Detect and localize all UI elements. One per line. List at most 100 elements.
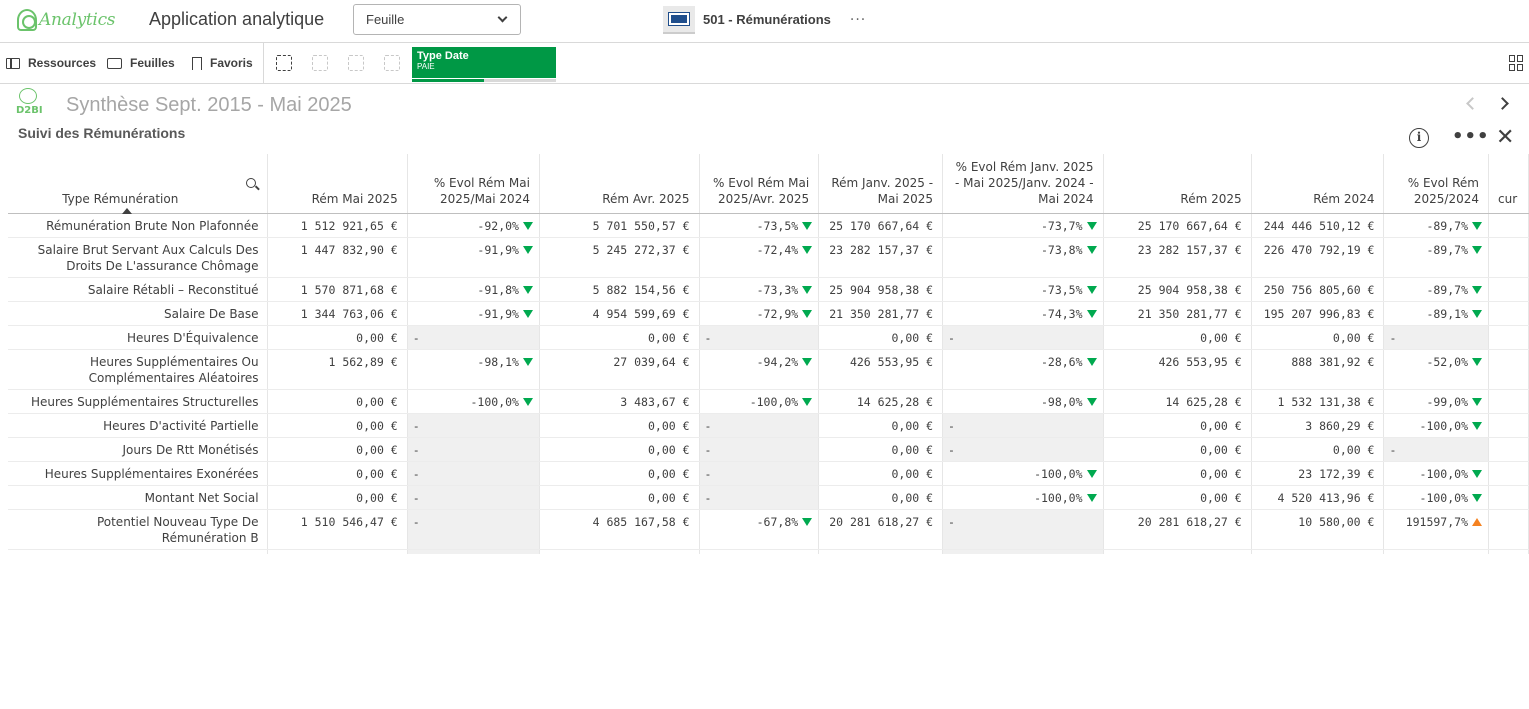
sheet-mode-select[interactable]: Feuille	[353, 4, 521, 35]
row-label[interactable]: Potentiel Nouveau Type De Rémunération C	[8, 549, 268, 554]
evolution-cell: -92,0%	[407, 213, 540, 238]
row-label[interactable]: Salaire De Base	[8, 301, 268, 326]
evolution-cell: -52,0%	[1383, 349, 1489, 390]
amount-cell: 5 701 550,57 €	[539, 213, 700, 238]
evolution-cell: -	[407, 549, 540, 554]
more-options-icon[interactable]: •••	[1452, 126, 1490, 147]
table-row[interactable]: Jours De Rtt Monétisés 0,00 € -0,00 € -0,00…	[8, 437, 1529, 462]
amount-cell: 21 350 281,77 €	[818, 301, 944, 326]
search-icon[interactable]	[245, 178, 256, 188]
table-row[interactable]: Heures D'activité Partielle 0,00 € -0,00 €…	[8, 413, 1529, 438]
table-row[interactable]: Heures Supplémentaires Ou Complémentaire…	[8, 349, 1529, 390]
amount-cell: 0,00 €	[267, 389, 408, 414]
amount-cell: 0,00 €	[539, 413, 700, 438]
row-label[interactable]: Salaire Rétabli – Reconstitué	[8, 277, 268, 302]
sheet-more-button[interactable]: ···	[849, 11, 867, 28]
bookmark-icon	[192, 56, 202, 70]
favorites-button[interactable]: Favoris	[192, 43, 253, 83]
trend-down-icon	[522, 286, 533, 294]
clear-selections-icon[interactable]	[384, 55, 400, 71]
app-title: Application analytique	[149, 9, 325, 29]
header-evol-2025-2024[interactable]: % Evol Rém 2025/2024	[1383, 154, 1489, 214]
amount-cell: 195 207 996,83 €	[1251, 301, 1385, 326]
trend-down-icon	[802, 310, 813, 318]
table-row[interactable]: Salaire De Base 1 344 763,06 € -91,9% 4 954…	[8, 301, 1529, 326]
amount-cell: 23 172,39 €	[1251, 461, 1385, 486]
header-rem-avr-2025[interactable]: Rém Avr. 2025	[539, 154, 700, 214]
evolution-value: -89,1%	[1426, 306, 1468, 321]
header-evol-avr[interactable]: % Evol Rém Mai 2025/Avr. 2025	[699, 154, 820, 214]
sheets-label: Feuilles	[130, 56, 175, 70]
header-evol-janv-mai[interactable]: % Evol Rém Janv. 2025 - Mai 2025/Janv. 2…	[942, 154, 1104, 214]
trend-down-icon	[1086, 470, 1097, 478]
row-label[interactable]: Salaire Brut Servant Aux Calculs Des Dro…	[8, 237, 268, 278]
amount-cell: 0,00 €	[267, 485, 408, 510]
amount-cell: 0,00 €	[818, 485, 944, 510]
row-label[interactable]: Heures Supplémentaires Ou Complémentaire…	[8, 349, 268, 390]
amount-cell: 0,00 €	[267, 437, 408, 462]
header-rem-2025[interactable]: Rém 2025	[1103, 154, 1252, 214]
row-label[interactable]: Heures Supplémentaires Structurelles	[8, 389, 268, 414]
trend-down-icon	[802, 222, 813, 230]
header-rem-janv-mai-2025[interactable]: Rém Janv. 2025 - Mai 2025	[818, 154, 944, 214]
evolution-value: -	[412, 442, 420, 457]
amount-cell: 0,00 €	[818, 461, 944, 486]
truncated-cell	[1488, 325, 1529, 350]
table-row[interactable]: Salaire Brut Servant Aux Calculs Des Dro…	[8, 237, 1529, 278]
amount-cell: 0,00 €	[818, 437, 944, 462]
table-row[interactable]: Rémunération Brute Non Plafonnée 1 512 92…	[8, 213, 1529, 238]
evolution-cell: -91,8%	[407, 277, 540, 302]
amount-cell: 226 470 792,19 €	[1251, 237, 1385, 278]
row-label[interactable]: Jours De Rtt Monétisés	[8, 437, 268, 462]
trend-down-icon	[1472, 494, 1482, 502]
row-label[interactable]: Rémunération Brute Non Plafonnée	[8, 213, 268, 238]
evolution-cell: -73,8%	[942, 237, 1104, 278]
evolution-cell: -100,0%	[699, 389, 820, 414]
info-icon[interactable]: i	[1409, 128, 1429, 148]
row-label[interactable]: Heures D'Équivalence	[8, 325, 268, 350]
table-row[interactable]: Heures Supplémentaires Structurelles 0,00…	[8, 389, 1529, 414]
header-rem-2024[interactable]: Rém 2024	[1251, 154, 1385, 214]
d2bi-analytics-logo[interactable]: Analytics	[17, 8, 116, 32]
close-icon[interactable]: ✕	[1496, 125, 1515, 150]
table-row[interactable]: Salaire Rétabli – Reconstitué 1 570 871,6…	[8, 277, 1529, 302]
truncated-cell	[1488, 509, 1529, 550]
row-label[interactable]: Potentiel Nouveau Type De Rémunération B	[8, 509, 268, 550]
evolution-cell: -91,9%	[407, 301, 540, 326]
evolution-cell: -91,9%	[407, 237, 540, 278]
trend-up-icon	[1472, 518, 1482, 526]
header-cur-truncated[interactable]: cur	[1488, 154, 1529, 214]
smart-search-icon[interactable]	[276, 55, 292, 71]
evolution-value: -74,3%	[1040, 306, 1083, 321]
amount-cell: 4 685 167,58 €	[539, 509, 700, 550]
row-label[interactable]: Montant Net Social	[8, 485, 268, 510]
resources-button[interactable]: Ressources	[6, 43, 96, 83]
evolution-value: -	[412, 330, 420, 345]
next-sheet-chevron-icon[interactable]	[1496, 97, 1509, 110]
sheets-button[interactable]: Feuilles	[107, 43, 175, 83]
table-row[interactable]: Heures Supplémentaires Exonérées 0,00 € -0…	[8, 461, 1529, 486]
evolution-cell: -100,0%	[1383, 485, 1489, 510]
header-evol-mai[interactable]: % Evol Rém Mai 2025/Mai 2024	[407, 154, 540, 214]
row-label[interactable]: Heures D'activité Partielle	[8, 413, 268, 438]
remuneration-table[interactable]: Type Rémunération Rém Mai 2025 % Evol Ré…	[8, 154, 1529, 554]
grid-view-icon[interactable]	[1509, 55, 1525, 71]
trend-down-icon	[1086, 310, 1097, 318]
header-type-remuneration[interactable]: Type Rémunération	[8, 154, 268, 214]
header-rem-mai-2025[interactable]: Rém Mai 2025	[267, 154, 408, 214]
evolution-cell: -	[699, 485, 820, 510]
row-label[interactable]: Heures Supplémentaires Exonérées	[8, 461, 268, 486]
selection-pill-type-date[interactable]: Type Date PAIE	[412, 47, 556, 82]
selection-state-bar	[412, 79, 556, 82]
step-forward-icon[interactable]	[348, 55, 364, 71]
table-row[interactable]: Montant Net Social 0,00 € -0,00 € -0,00 € -1…	[8, 485, 1529, 510]
table-row[interactable]: Potentiel Nouveau Type De Rémunération B…	[8, 509, 1529, 550]
amount-cell: 0,00 €	[818, 325, 944, 350]
table-row[interactable]: Potentiel Nouveau Type De Rémunération C…	[8, 549, 1529, 554]
table-row[interactable]: Heures D'Équivalence 0,00 € -0,00 € -0,00 €…	[8, 325, 1529, 350]
amount-cell: 3 483,67 €	[539, 389, 700, 414]
previous-sheet-chevron-icon[interactable]	[1466, 97, 1479, 110]
current-sheet-tab[interactable]: 501 - Rémunérations ···	[663, 4, 866, 35]
favorites-label: Favoris	[210, 56, 253, 70]
step-back-icon[interactable]	[312, 55, 328, 71]
